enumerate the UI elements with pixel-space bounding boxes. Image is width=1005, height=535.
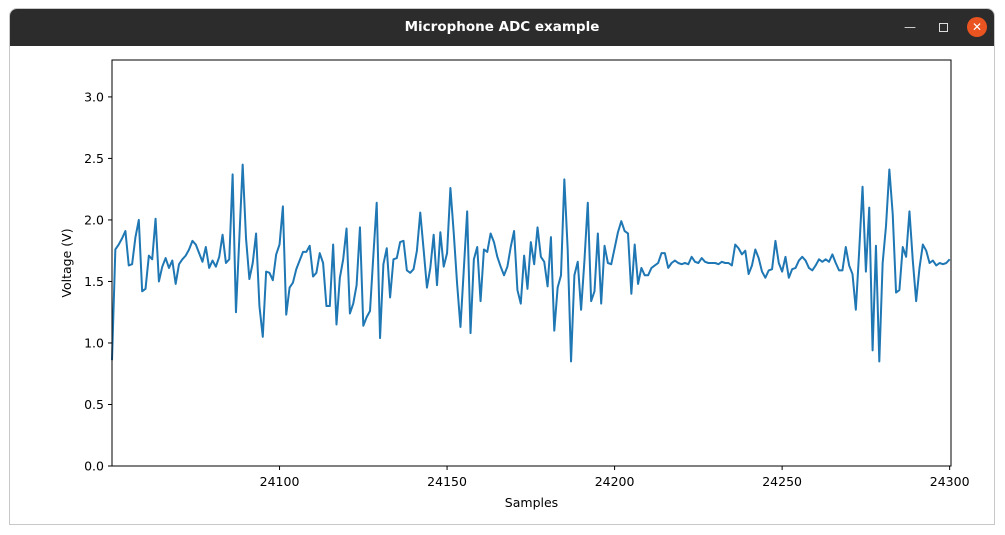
y-axis-label: Voltage (V) xyxy=(59,228,74,297)
close-icon: ✕ xyxy=(971,20,983,34)
maximize-button[interactable] xyxy=(933,17,953,37)
y-tick-label: 1.0 xyxy=(84,335,104,350)
y-tick-label: 2.5 xyxy=(84,151,104,166)
title-bar[interactable]: Microphone ADC example — ✕ xyxy=(10,9,994,46)
x-tick-label: 24250 xyxy=(762,474,802,489)
minimize-icon: — xyxy=(904,20,916,34)
x-tick-label: 24200 xyxy=(595,474,635,489)
maximize-icon xyxy=(938,22,948,32)
axes-frame xyxy=(111,59,952,467)
minimize-button[interactable]: — xyxy=(900,17,920,37)
y-tick-label: 3.0 xyxy=(84,89,104,104)
y-tick-label: 0.0 xyxy=(84,459,104,474)
close-button[interactable]: ✕ xyxy=(967,17,987,37)
x-tick-label: 24100 xyxy=(260,474,300,489)
x-axis-label: Samples xyxy=(505,495,558,510)
series-line xyxy=(111,163,951,363)
x-tick-label: 24150 xyxy=(427,474,467,489)
x-tick-label: 24300 xyxy=(930,474,970,489)
y-tick-label: 1.5 xyxy=(84,274,104,289)
y-tick-label: 0.5 xyxy=(84,397,104,412)
window-title: Microphone ADC example xyxy=(404,19,600,35)
y-tick-label: 2.0 xyxy=(84,212,104,227)
